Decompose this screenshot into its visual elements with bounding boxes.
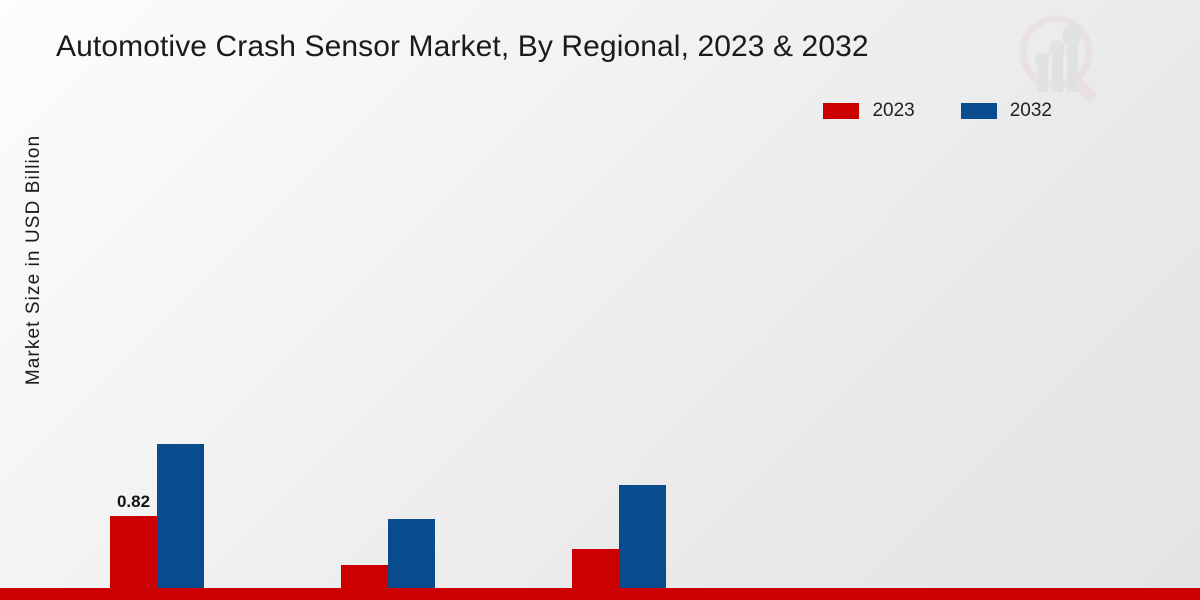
bar-2032-apac[interactable] — [619, 485, 666, 600]
legend-label-2023: 2023 — [872, 100, 915, 121]
legend-swatch-2023 — [823, 102, 860, 119]
chart-title: Automotive Crash Sensor Market, By Regio… — [56, 30, 869, 63]
footer-accent-bar — [0, 588, 1200, 600]
bar-group-south-america: SOUTH AMERICA — [803, 140, 897, 600]
bar-value-2023-north-america: 0.82 — [116, 492, 151, 511]
bar-groups: 0.82 NORTH AMERICA EUROPE — [92, 140, 1200, 600]
chart-legend: 2023 2032 — [823, 101, 1052, 120]
plot-area: 0.82 NORTH AMERICA EUROPE — [46, 140, 1166, 600]
bar-2032-north-america[interactable] — [157, 444, 204, 600]
legend-item-2032[interactable]: 2032 — [960, 100, 1052, 121]
legend-swatch-2032 — [960, 102, 997, 119]
bar-2032-europe[interactable] — [388, 519, 435, 600]
bar-group-europe: EUROPE — [341, 140, 435, 600]
bar-group-north-america: 0.82 NORTH AMERICA — [110, 140, 204, 600]
legend-label-2032: 2032 — [1009, 100, 1052, 121]
watermark-logo-icon — [1008, 8, 1112, 108]
bar-group-mea: MEA — [1034, 140, 1128, 600]
bar-group-apac: APAC — [572, 140, 666, 600]
legend-item-2023[interactable]: 2023 — [823, 100, 915, 121]
bar-2023-north-america[interactable]: 0.82 — [110, 492, 157, 600]
